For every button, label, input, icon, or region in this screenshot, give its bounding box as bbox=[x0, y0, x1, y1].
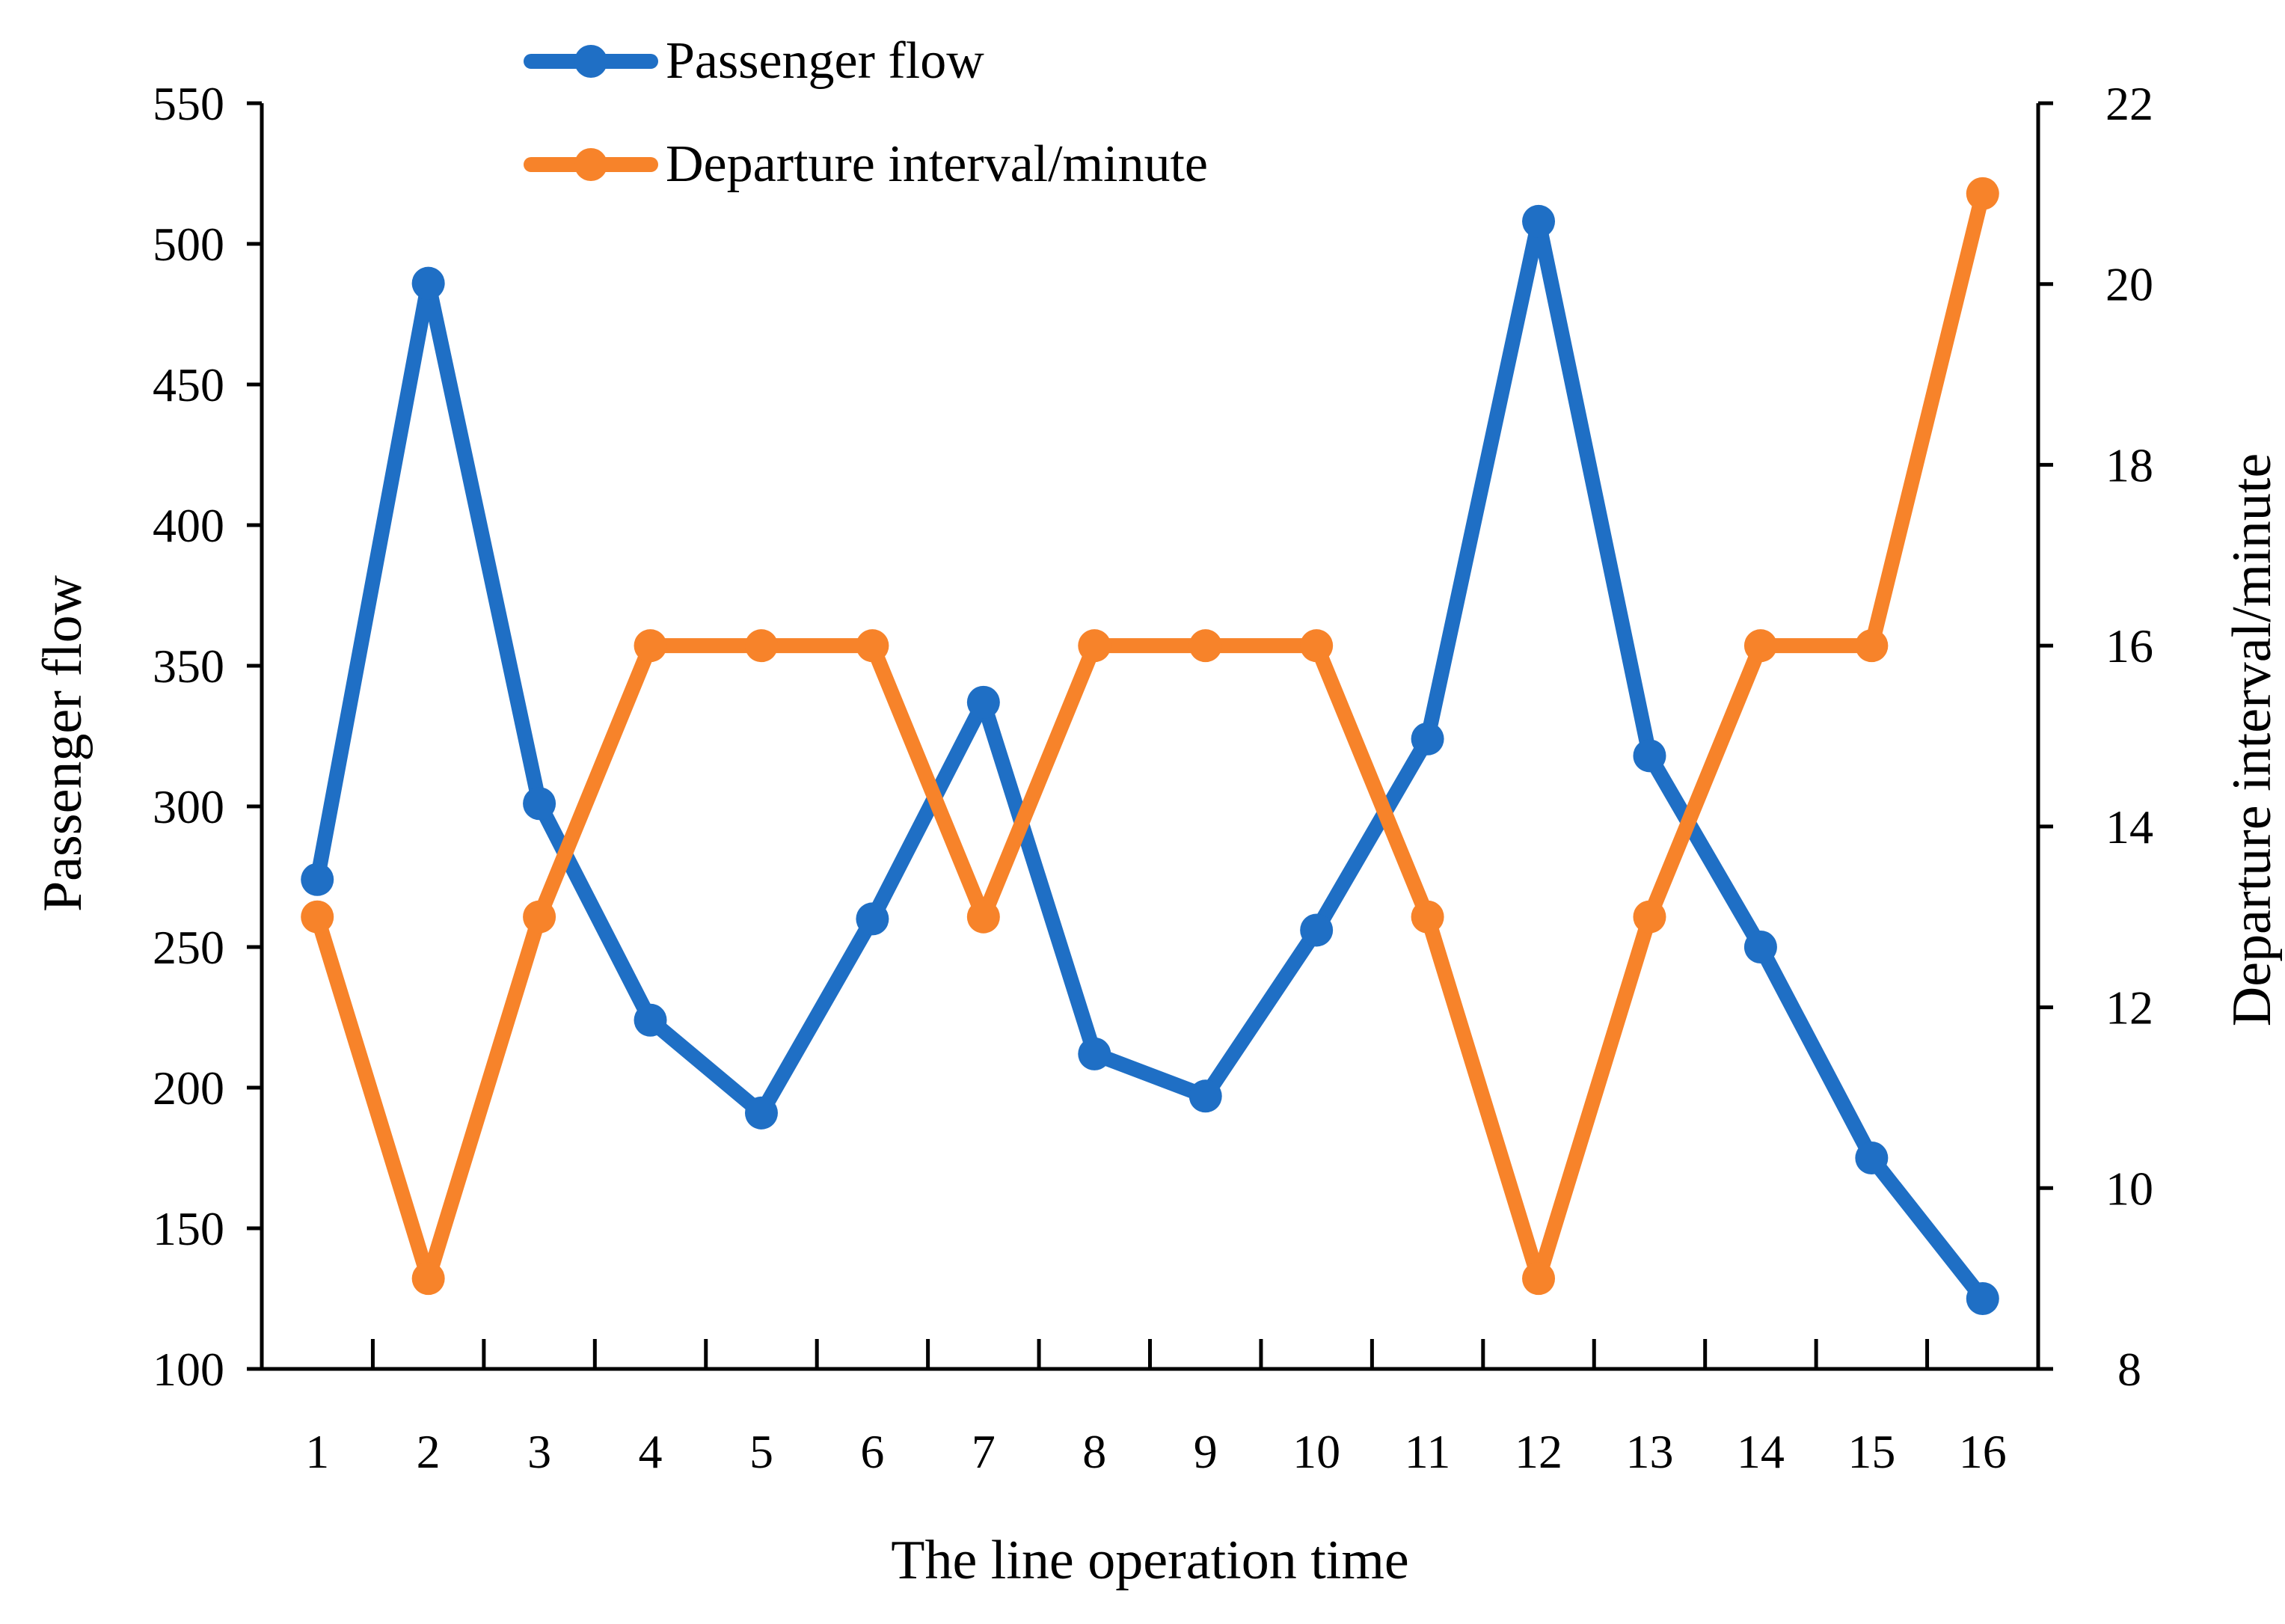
legend-marker-departure-interval bbox=[574, 148, 607, 181]
x-tick-label: 3 bbox=[527, 1425, 551, 1478]
data-point bbox=[966, 900, 1000, 934]
x-tick-label: 1 bbox=[305, 1425, 329, 1478]
left-y-tick-label: 200 bbox=[153, 1061, 224, 1115]
data-point bbox=[1743, 931, 1777, 963]
data-point bbox=[1300, 629, 1334, 663]
data-point bbox=[411, 1262, 445, 1296]
data-point bbox=[523, 787, 556, 821]
data-point bbox=[856, 629, 889, 663]
data-point bbox=[1855, 629, 1889, 663]
left-y-tick-label: 500 bbox=[153, 218, 224, 271]
data-point bbox=[634, 1003, 667, 1037]
x-tick-label: 13 bbox=[1625, 1425, 1673, 1478]
left-y-tick-label: 450 bbox=[153, 358, 224, 411]
left-y-tick-label: 350 bbox=[153, 640, 224, 693]
data-point bbox=[411, 266, 445, 300]
y-axis-title: Passenger flow bbox=[32, 574, 93, 912]
data-point bbox=[1300, 913, 1334, 947]
data-point bbox=[1743, 629, 1777, 663]
data-point bbox=[1411, 722, 1444, 756]
data-point bbox=[1966, 177, 1999, 210]
x-tick-label: 16 bbox=[1959, 1425, 2007, 1478]
legend: Passenger flow Departure interval/minute bbox=[524, 32, 1208, 193]
data-point bbox=[301, 900, 334, 934]
x-tick-label: 7 bbox=[972, 1425, 996, 1478]
legend-label-passenger-flow: Passenger flow bbox=[666, 32, 984, 90]
x-tick-label: 11 bbox=[1405, 1425, 1451, 1478]
data-point bbox=[856, 902, 889, 936]
series-line bbox=[310, 186, 1990, 1287]
data-point bbox=[523, 900, 556, 934]
right-y-tick-label: 20 bbox=[2105, 258, 2153, 311]
x-tick-label: 10 bbox=[1292, 1425, 1340, 1478]
data-point bbox=[1633, 900, 1666, 934]
right-y-tick-label: 14 bbox=[2105, 800, 2153, 854]
series-layer bbox=[301, 177, 1999, 1315]
left-y-tick-label: 550 bbox=[153, 77, 224, 130]
data-point bbox=[1188, 629, 1222, 663]
data-point bbox=[744, 1096, 778, 1130]
data-point bbox=[1188, 1079, 1222, 1113]
left-y-tick-label: 250 bbox=[153, 921, 224, 974]
left-y-ticks: 100 150 200 250 300 350 400 450 500 550 bbox=[153, 77, 262, 1396]
series-departure-interval bbox=[301, 177, 1999, 1296]
x-tick-label: 8 bbox=[1082, 1425, 1106, 1478]
x-tick-label: 12 bbox=[1515, 1425, 1562, 1478]
y2-axis-title: Departure interval/minute bbox=[2221, 453, 2283, 1026]
right-y-tick-label: 16 bbox=[2105, 619, 2153, 672]
x-tick-label: 5 bbox=[749, 1425, 773, 1478]
data-point bbox=[1078, 629, 1111, 663]
series-passenger-flow bbox=[301, 204, 1999, 1315]
x-tick-label: 4 bbox=[639, 1425, 663, 1478]
legend-label-departure-interval: Departure interval/minute bbox=[666, 135, 1208, 193]
right-y-tick-label: 18 bbox=[2105, 438, 2153, 491]
right-y-ticks: 8 10 12 14 16 18 20 22 bbox=[2038, 77, 2153, 1396]
x-tick-label: 9 bbox=[1194, 1425, 1218, 1478]
left-y-tick-label: 150 bbox=[153, 1202, 224, 1255]
data-point bbox=[1855, 1142, 1889, 1174]
right-y-tick-label: 22 bbox=[2105, 77, 2153, 130]
legend-item-departure-interval: Departure interval/minute bbox=[524, 135, 1208, 193]
x-axis-title: The line operation time bbox=[891, 1530, 1409, 1591]
legend-marker-passenger-flow bbox=[574, 45, 607, 78]
data-point bbox=[1522, 204, 1556, 238]
right-y-tick-label: 8 bbox=[2117, 1343, 2141, 1396]
data-point bbox=[966, 685, 1000, 719]
x-tick-label: 14 bbox=[1737, 1425, 1785, 1478]
left-y-tick-label: 300 bbox=[153, 780, 224, 833]
data-point bbox=[1966, 1282, 1999, 1315]
left-y-tick-label: 400 bbox=[153, 499, 224, 552]
x-ticks: 1 2 3 4 5 6 7 8 9 10 11 12 13 14 15 16 bbox=[305, 1339, 2007, 1478]
data-point bbox=[1078, 1037, 1111, 1070]
right-y-tick-label: 12 bbox=[2105, 981, 2153, 1035]
series-line bbox=[310, 213, 1990, 1306]
right-y-tick-label: 10 bbox=[2105, 1162, 2153, 1215]
data-point bbox=[634, 629, 667, 663]
x-tick-label: 15 bbox=[1847, 1425, 1895, 1478]
legend-item-passenger-flow: Passenger flow bbox=[524, 32, 984, 90]
data-point bbox=[1633, 739, 1666, 773]
left-y-tick-label: 100 bbox=[153, 1343, 224, 1396]
data-point bbox=[301, 862, 334, 896]
data-point bbox=[1411, 900, 1444, 934]
x-tick-label: 2 bbox=[417, 1425, 441, 1478]
data-point bbox=[744, 629, 778, 663]
data-point bbox=[1522, 1262, 1556, 1296]
x-tick-label: 6 bbox=[860, 1425, 884, 1478]
